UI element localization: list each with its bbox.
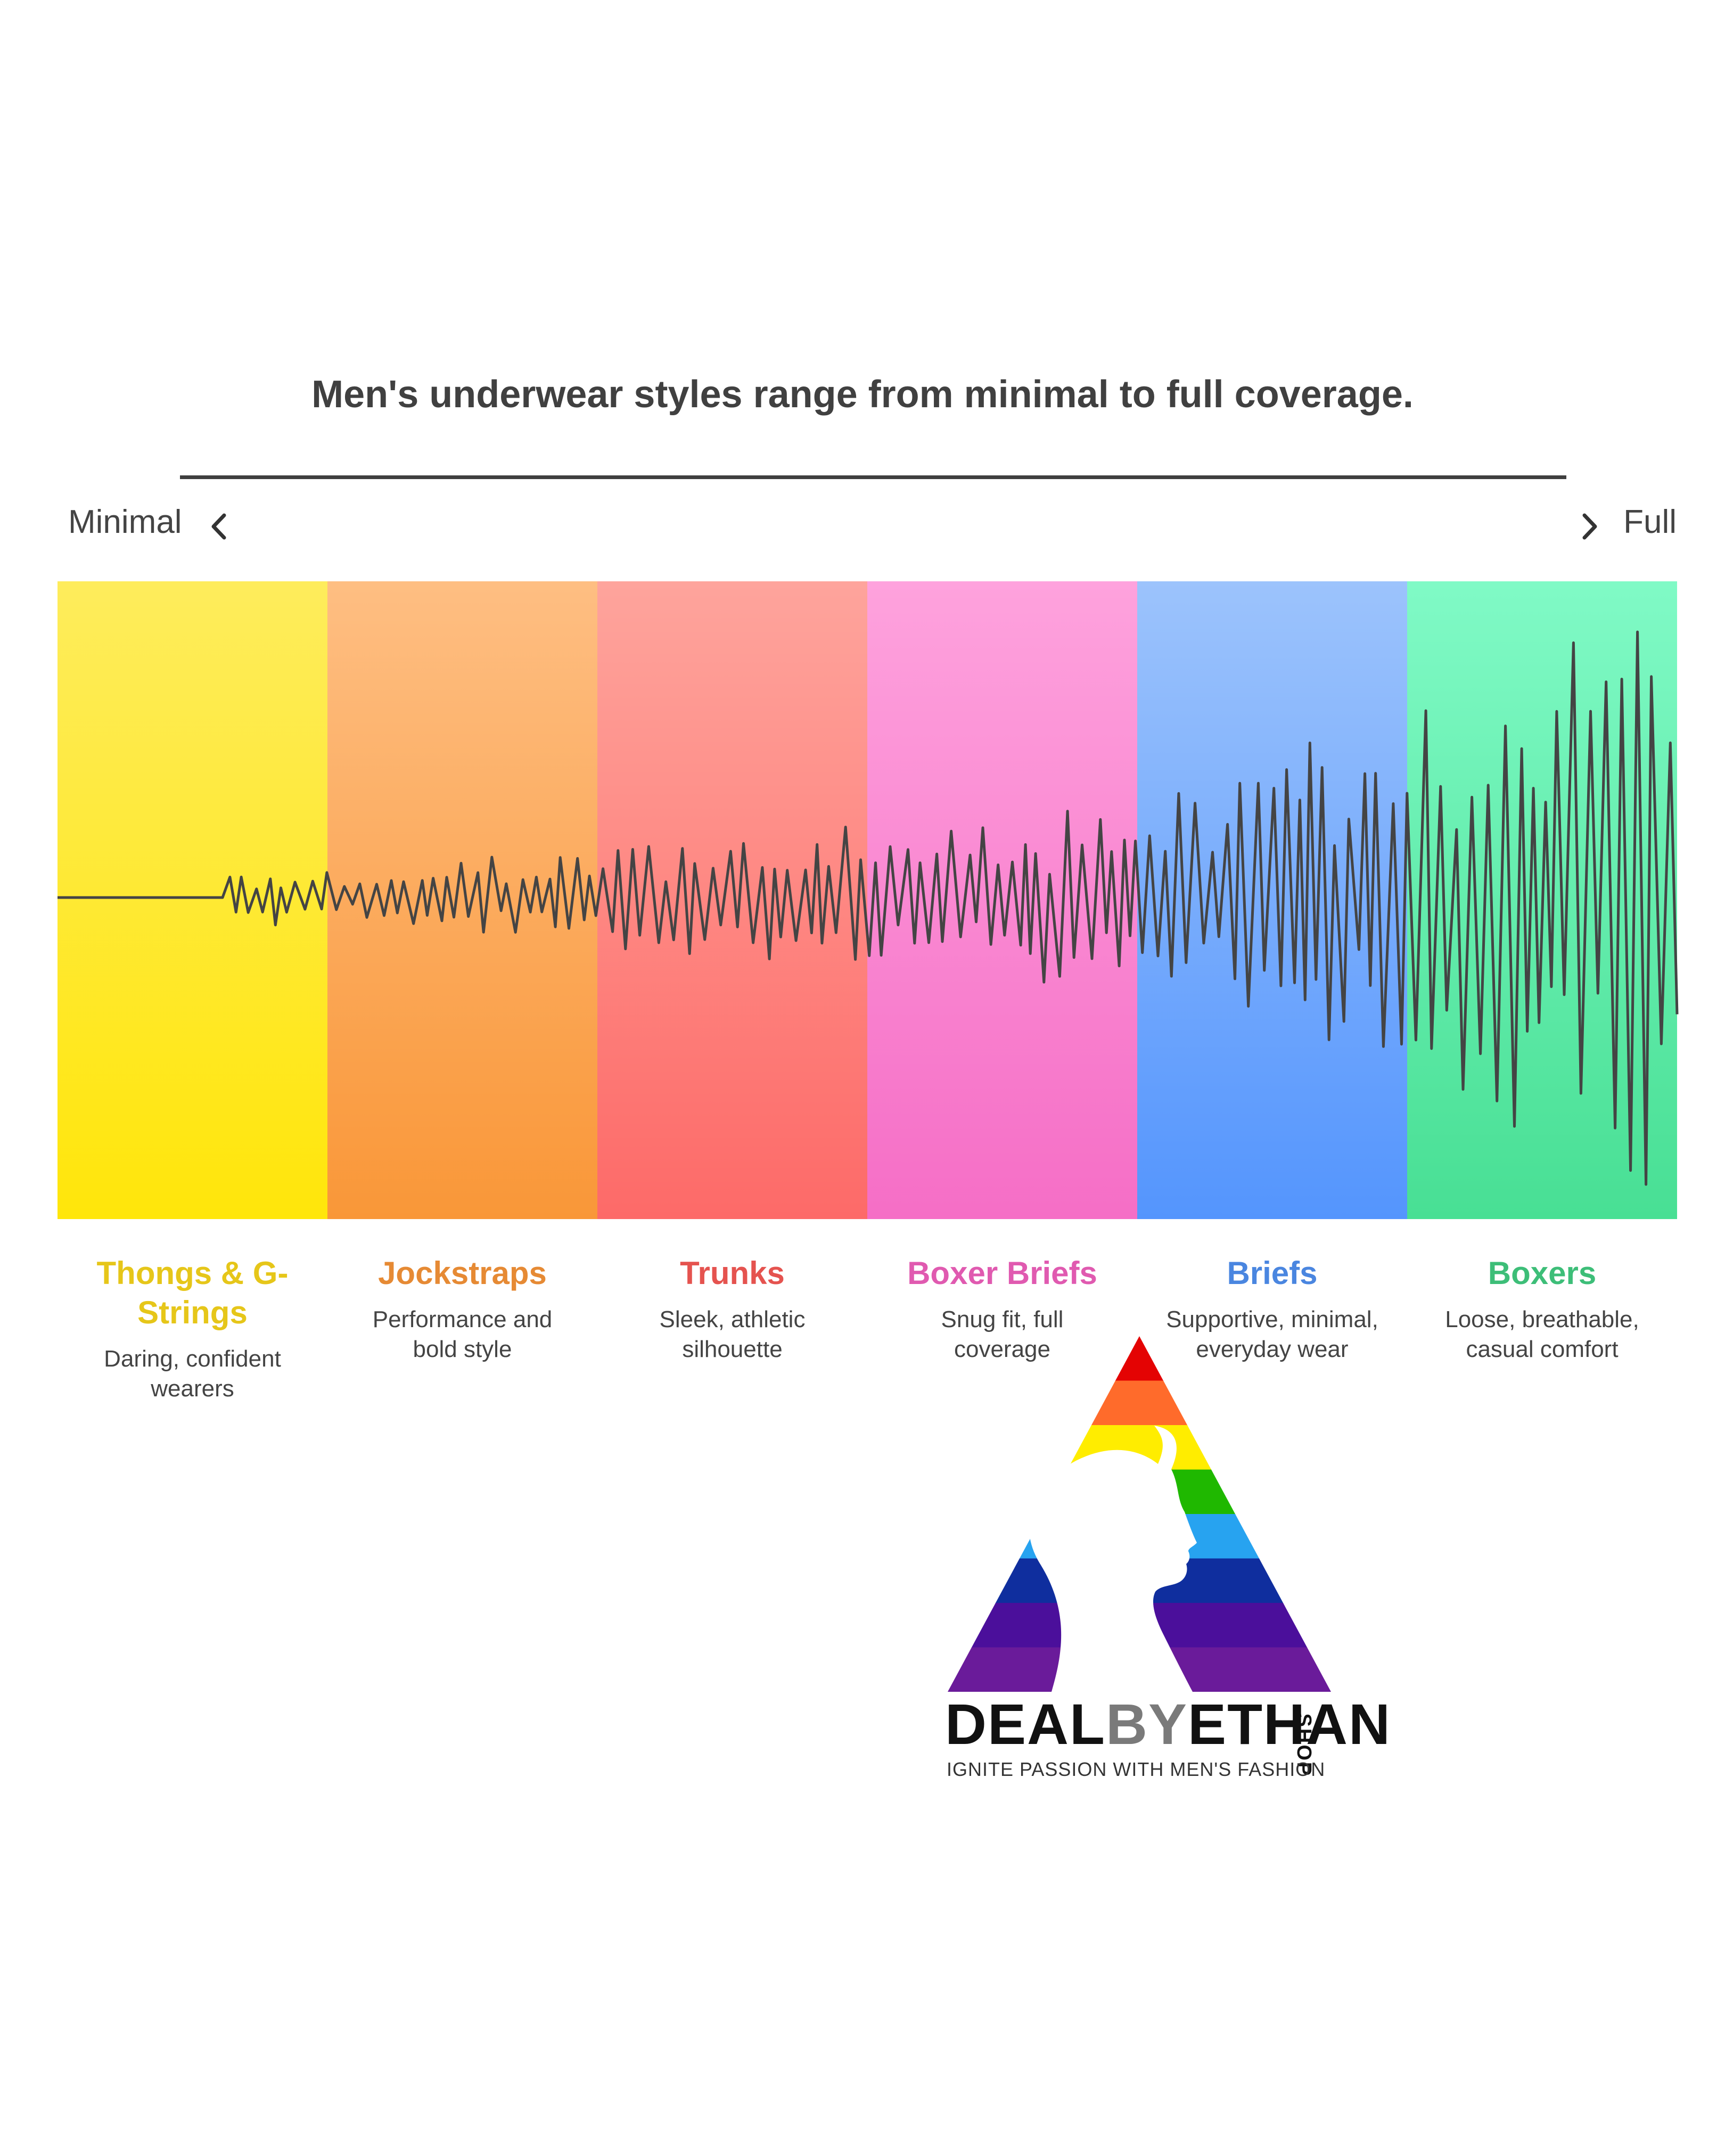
category-description-line: bold style (413, 1336, 512, 1362)
category-description-line: Snug fit, full (941, 1306, 1064, 1332)
category-name-line: Strings (137, 1295, 248, 1330)
title-divider (180, 475, 1566, 479)
category-name: Trunks (597, 1254, 867, 1293)
category-name: Briefs (1137, 1254, 1407, 1293)
category-description: Daring, confident wearers (58, 1344, 327, 1404)
page-title: Men's underwear styles range from minima… (311, 373, 1414, 416)
category-name-line: Briefs (1227, 1255, 1318, 1291)
category-name-line: Jockstraps (378, 1255, 547, 1291)
category-description: Supportive, minimal, everyday wear (1137, 1305, 1407, 1364)
intensity-waveform (58, 630, 1679, 1186)
category-1: Jockstraps Performance and bold style (327, 1254, 597, 1364)
logo-stripe (948, 1336, 1331, 1381)
category-name: Jockstraps (327, 1254, 597, 1293)
category-description: Performance and bold style (327, 1305, 597, 1364)
category-description-line: coverage (954, 1336, 1050, 1362)
chevron-right-icon (1582, 513, 1597, 540)
dealbyethan-logo (948, 1336, 1331, 1692)
category-name: Boxers (1407, 1254, 1677, 1293)
category-labels: Thongs & G- Strings Daring, confident weare… (58, 1254, 1677, 1445)
category-description-line: Loose, breathable, (1445, 1306, 1639, 1332)
category-name-line: Thongs & G- (96, 1255, 289, 1291)
category-description-line: silhouette (682, 1336, 783, 1362)
waveform-line (58, 630, 1679, 1186)
category-name: Thongs & G- Strings (58, 1254, 327, 1332)
logo-stripe (948, 1380, 1331, 1426)
category-name-line: Boxers (1488, 1255, 1597, 1291)
logo-tagline: IGNITE PASSION WITH MEN'S FASHION (947, 1758, 1326, 1780)
category-description-line: Daring, confident (104, 1346, 281, 1372)
category-3: Boxer Briefs Snug fit, full coverage (867, 1254, 1137, 1364)
scale-max-label: Full (1623, 504, 1677, 540)
category-name-line: Trunks (680, 1255, 785, 1291)
category-0: Thongs & G- Strings Daring, confident weare… (58, 1254, 327, 1404)
category-description-line: casual comfort (1466, 1336, 1619, 1362)
logo-wordmark: DEALBYETHAN (945, 1696, 1391, 1753)
category-description-line: Performance and (372, 1306, 553, 1332)
chevron-left-icon (211, 513, 226, 540)
category-description: Sleek, athletic silhouette (597, 1305, 867, 1364)
logo-word-deal: DEAL (945, 1692, 1106, 1756)
category-4: Briefs Supportive, minimal, everyday wear (1137, 1254, 1407, 1364)
category-description: Snug fit, full coverage (867, 1305, 1137, 1364)
logo-word-ethan: ETHAN (1188, 1692, 1392, 1756)
category-name-line: Boxer Briefs (907, 1255, 1097, 1291)
scale-min-label: Minimal (68, 504, 182, 540)
category-description-line: everyday wear (1196, 1336, 1349, 1362)
category-description-line: Supportive, minimal, (1166, 1306, 1378, 1332)
logo-word-by: BY (1106, 1692, 1188, 1756)
category-description-line: Sleek, athletic (659, 1306, 806, 1332)
category-name: Boxer Briefs (867, 1254, 1137, 1293)
category-description: Loose, breathable, casual comfort (1407, 1305, 1677, 1364)
category-2: Trunks Sleek, athletic silhouette (597, 1254, 867, 1364)
category-5: Boxers Loose, breathable, casual comfort (1407, 1254, 1677, 1364)
category-description-line: wearers (151, 1376, 234, 1402)
